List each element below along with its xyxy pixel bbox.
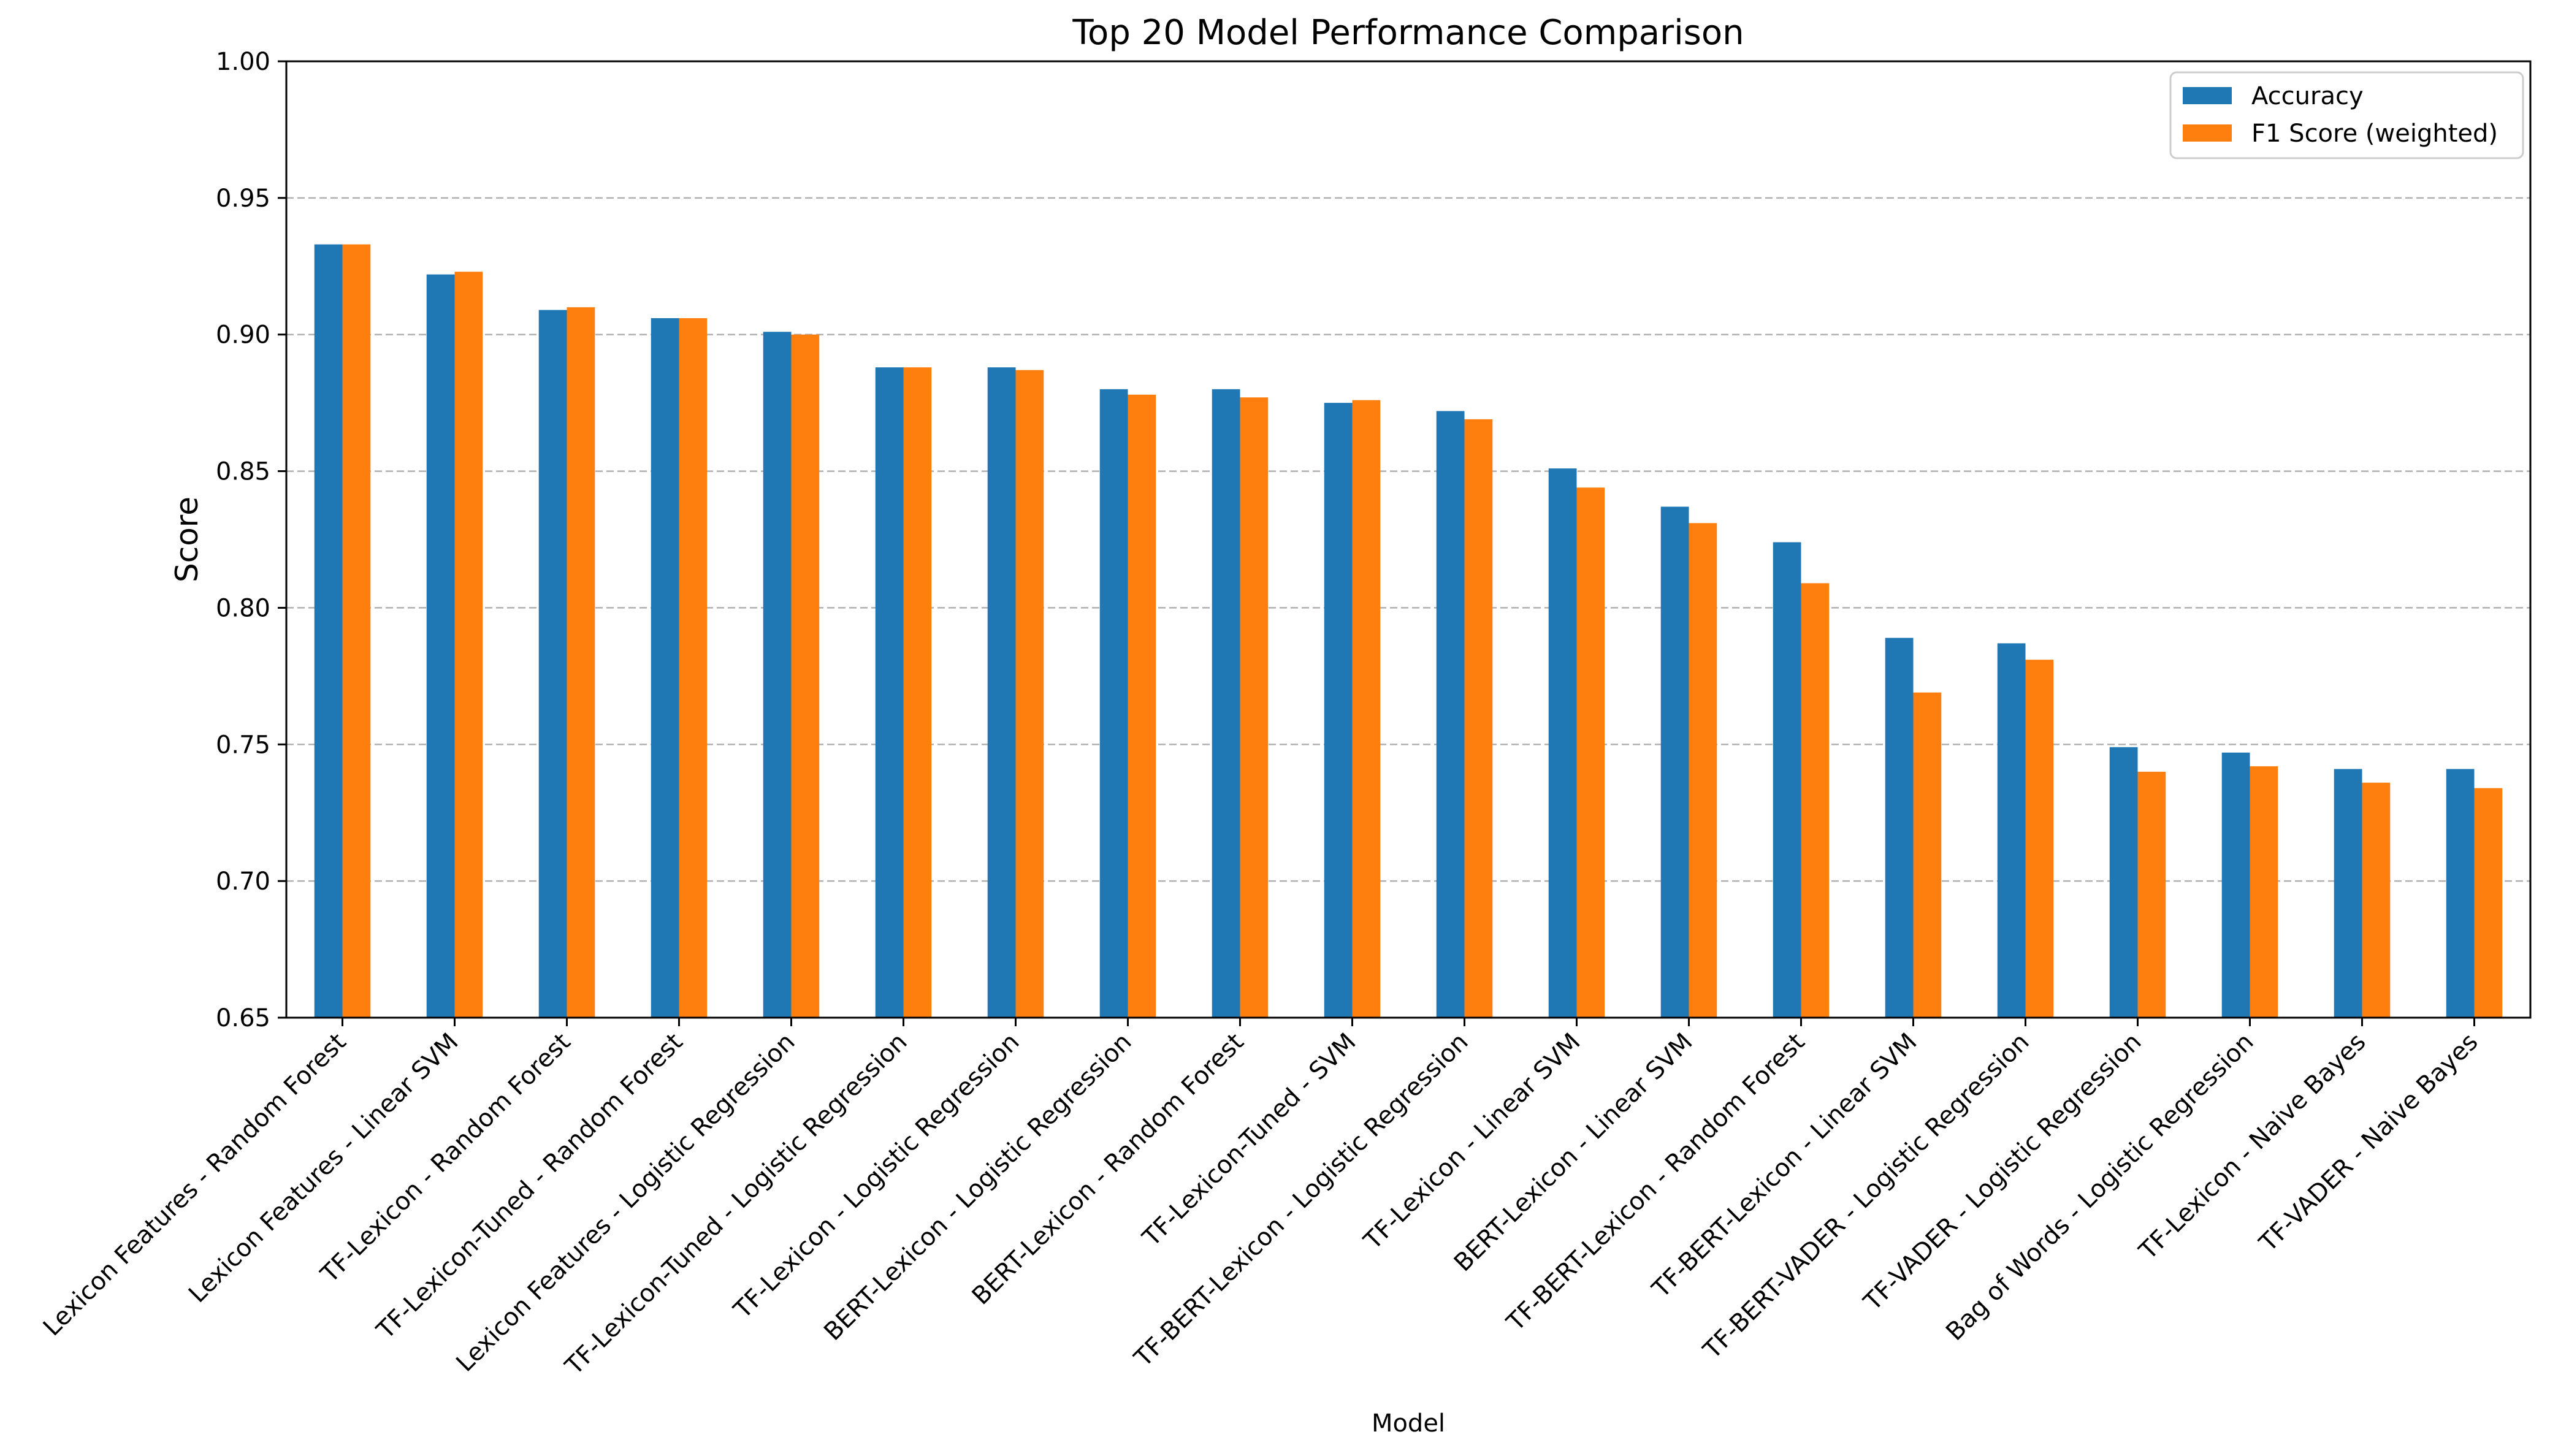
x-tick-label: TF-Lexicon - Linear SVM bbox=[1358, 1028, 1586, 1256]
y-tick-label: 0.70 bbox=[216, 867, 270, 896]
bar-f1-7 bbox=[1015, 370, 1044, 1018]
bar-accuracy-2 bbox=[426, 274, 455, 1018]
y-tick-label: 0.95 bbox=[216, 185, 270, 213]
bar-f1-18 bbox=[2250, 766, 2278, 1018]
bar-accuracy-20 bbox=[2446, 769, 2475, 1018]
bar-f1-15 bbox=[1913, 692, 1942, 1018]
bar-f1-2 bbox=[454, 272, 483, 1018]
plot-frame bbox=[285, 60, 2532, 1019]
bar-f1-16 bbox=[2025, 660, 2054, 1018]
bar-f1-3 bbox=[567, 307, 595, 1018]
bar-accuracy-6 bbox=[875, 367, 904, 1018]
bar-accuracy-4 bbox=[651, 318, 679, 1018]
bar-f1-10 bbox=[1352, 400, 1381, 1018]
bar-accuracy-10 bbox=[1324, 403, 1353, 1018]
bar-f1-11 bbox=[1464, 419, 1493, 1018]
x-tick-label: TF-Lexicon - Naive Bayes bbox=[2134, 1028, 2372, 1266]
bar-accuracy-16 bbox=[1997, 643, 2026, 1018]
bar-accuracy-13 bbox=[1660, 506, 1689, 1018]
bar-accuracy-1 bbox=[314, 244, 343, 1018]
bar-f1-6 bbox=[903, 367, 932, 1018]
chart-title: Top 20 Model Performance Comparison bbox=[1072, 13, 1744, 53]
x-tick-label: TF-Lexicon-Tuned - SVM bbox=[1137, 1028, 1361, 1252]
bar-f1-13 bbox=[1689, 523, 1717, 1018]
bar-accuracy-15 bbox=[1885, 638, 1914, 1018]
y-axis: 0.65 0.70 0.75 0.80 0.85 0.90 0.95 1.00 bbox=[216, 48, 286, 1032]
bar-f1-8 bbox=[1128, 394, 1156, 1018]
bar-f1-9 bbox=[1240, 397, 1269, 1018]
bar-accuracy-7 bbox=[987, 367, 1016, 1018]
x-tick-label: TF-Lexicon - Random Forest bbox=[315, 1028, 576, 1289]
bar-accuracy-3 bbox=[538, 310, 567, 1018]
bar-f1-5 bbox=[791, 334, 820, 1018]
x-axis: Lexicon Features - Random ForestLexicon … bbox=[38, 1018, 2484, 1381]
legend-label-f1: F1 Score (weighted) bbox=[2251, 120, 2498, 148]
y-tick-label: 0.90 bbox=[216, 321, 270, 349]
x-tick-label: TF-VADER - Naive Bayes bbox=[2254, 1028, 2484, 1258]
y-tick-label: 0.75 bbox=[216, 731, 270, 759]
bar-accuracy-8 bbox=[1099, 389, 1128, 1018]
bar-f1-1 bbox=[342, 244, 371, 1018]
bar-accuracy-5 bbox=[763, 332, 792, 1018]
y-tick-label: 1.00 bbox=[216, 48, 270, 76]
y-axis-label: Score bbox=[169, 497, 205, 582]
bar-f1-14 bbox=[1801, 583, 1830, 1018]
bars bbox=[314, 244, 2503, 1018]
bar-accuracy-19 bbox=[2334, 769, 2362, 1018]
legend-frame bbox=[2169, 71, 2524, 159]
bar-f1-4 bbox=[679, 318, 708, 1018]
bar-f1-12 bbox=[1576, 487, 1605, 1018]
legend-swatch-accuracy bbox=[2183, 87, 2232, 104]
bar-f1-20 bbox=[2474, 788, 2503, 1018]
bar-accuracy-11 bbox=[1436, 411, 1465, 1018]
bar-accuracy-9 bbox=[1212, 389, 1240, 1018]
bar-accuracy-12 bbox=[1548, 468, 1577, 1018]
y-tick-label: 0.80 bbox=[216, 594, 270, 622]
gridlines bbox=[286, 197, 2530, 882]
x-axis-label: Model bbox=[1372, 1409, 1445, 1438]
y-tick-label: 0.65 bbox=[216, 1004, 270, 1032]
bar-accuracy-14 bbox=[1773, 542, 1801, 1018]
legend-label-accuracy: Accuracy bbox=[2251, 82, 2364, 110]
bar-f1-17 bbox=[2137, 771, 2166, 1018]
x-tick-label: BERT-Lexicon - Linear SVM bbox=[1449, 1028, 1698, 1278]
bar-accuracy-17 bbox=[2109, 747, 2138, 1018]
bar-f1-19 bbox=[2362, 782, 2391, 1018]
legend-swatch-f1 bbox=[2183, 124, 2232, 142]
y-tick-label: 0.85 bbox=[216, 458, 270, 486]
bar-accuracy-18 bbox=[2221, 752, 2250, 1018]
legend: Accuracy F1 Score (weighted) bbox=[2169, 71, 2524, 159]
